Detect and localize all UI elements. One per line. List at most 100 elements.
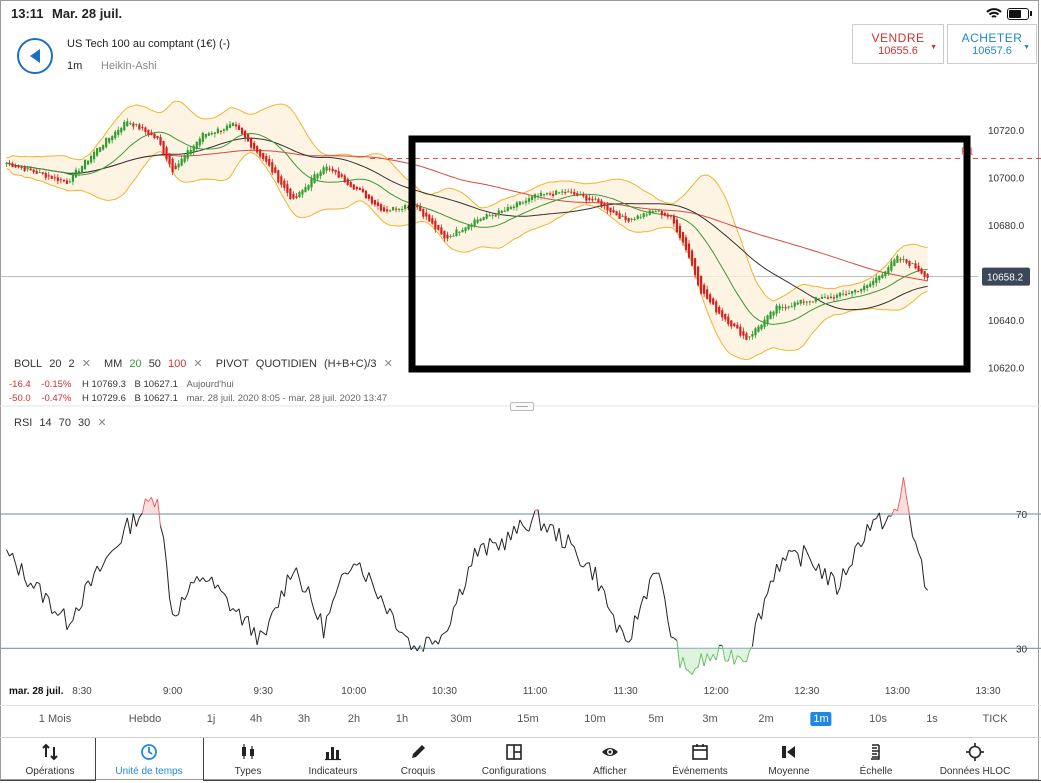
rsi-line-segment — [828, 572, 831, 585]
rsi-line-segment — [846, 568, 849, 576]
candle-body — [899, 259, 901, 260]
rsi-line-segment — [432, 641, 435, 645]
remove-pivot-icon[interactable]: ✕ — [384, 358, 393, 370]
timeframe-30m[interactable]: 30m — [447, 712, 474, 726]
candle-body — [132, 123, 134, 126]
candle-body — [141, 127, 143, 128]
candle-body — [612, 210, 614, 212]
timeframe-1m[interactable]: 1m — [810, 712, 831, 726]
candle-body — [782, 307, 784, 308]
toolbar-pencil-button[interactable]: Croquis — [370, 738, 466, 782]
toolbar-eye-button[interactable]: Afficher — [562, 738, 658, 782]
timeframe-2h[interactable]: 2h — [345, 712, 363, 726]
toolbar-average-button[interactable]: Moyenne — [741, 738, 837, 782]
candle-body — [785, 307, 787, 308]
timeframe-tick[interactable]: TICK — [979, 712, 1010, 726]
candle-body — [102, 145, 104, 150]
candle-body — [818, 298, 820, 299]
toolbar-label: Opérations — [2, 766, 98, 777]
rsi-line-segment — [864, 524, 867, 541]
time-tick-label: 13:00 — [885, 686, 910, 697]
rsi-line-segment — [487, 538, 490, 555]
rsi-line-segment — [520, 520, 523, 526]
candle-body — [416, 206, 418, 207]
pivot-name: PIVOT — [216, 358, 249, 370]
toolbar-candles-button[interactable]: Types — [200, 738, 296, 782]
remove-mm-icon[interactable]: ✕ — [193, 358, 202, 370]
candle-body — [715, 301, 717, 312]
rsi-line-segment — [46, 593, 49, 597]
timeframe-4h[interactable]: 4h — [247, 712, 265, 726]
rsi-line-segment — [523, 526, 526, 530]
candle-body — [779, 306, 781, 310]
toolbar-layout-button[interactable]: Configurations — [466, 738, 562, 782]
candle-body — [742, 331, 744, 336]
rsi-line-segment — [604, 591, 607, 606]
candle-body — [159, 137, 161, 145]
timeframe-10s[interactable]: 10s — [866, 712, 890, 726]
rsi-line-segment — [429, 638, 432, 645]
candle-body — [812, 302, 814, 303]
rsi-line-segment — [357, 563, 360, 566]
candle-body — [211, 133, 213, 134]
candle-body — [359, 188, 361, 190]
time-tick-label: 12:00 — [704, 686, 729, 697]
remove-boll-icon[interactable]: ✕ — [82, 358, 91, 370]
rsi-line-segment — [490, 538, 493, 543]
timeframe-15m[interactable]: 15m — [514, 712, 541, 726]
timeframe-10m[interactable]: 10m — [581, 712, 608, 726]
candle-body — [800, 300, 802, 304]
toolbar-scale-button[interactable]: Échelle — [828, 738, 924, 782]
rsi-line-segment — [831, 572, 834, 577]
candle-body — [558, 192, 560, 193]
rsi-line-segment — [10, 553, 13, 556]
rsi-line-segment — [31, 583, 34, 588]
rsi-line-segment — [499, 538, 502, 550]
rsi-line-segment — [360, 563, 363, 575]
rsi-line-segment — [52, 611, 55, 613]
rsi-line-segment — [919, 553, 922, 560]
candle-body — [316, 174, 318, 179]
remove-rsi-icon[interactable]: ✕ — [97, 417, 106, 429]
rsi-line-segment — [43, 593, 46, 603]
toolbar-bar-chart-button[interactable]: Indicateurs — [285, 738, 381, 782]
candle-body — [628, 218, 630, 222]
candle-body — [75, 170, 77, 178]
timeframe-3h[interactable]: 3h — [295, 712, 313, 726]
candle-body — [718, 307, 720, 314]
rsi-line-segment — [795, 550, 798, 553]
range-pct: -0.47% — [41, 393, 71, 404]
rsi-line-segment — [97, 566, 100, 571]
timeframe-5m[interactable]: 5m — [645, 712, 666, 726]
timeframe-1-mois[interactable]: 1 Mois — [36, 712, 74, 726]
rsi-line-segment — [76, 608, 79, 611]
candle-body — [464, 227, 466, 231]
timeframe-2m[interactable]: 2m — [755, 712, 776, 726]
pane-resize-handle[interactable] — [510, 402, 534, 411]
rsi-line-segment — [402, 633, 405, 636]
toolbar-swap-arrows-button[interactable]: Opérations — [2, 738, 98, 782]
rsi-line-segment — [444, 631, 447, 633]
timeframe-hebdo[interactable]: Hebdo — [126, 712, 164, 726]
rsi-line-segment — [381, 596, 384, 605]
timeframe-1h[interactable]: 1h — [393, 712, 411, 726]
candle-body — [510, 207, 512, 209]
candle-body — [371, 197, 373, 204]
candle-body — [401, 209, 403, 210]
candle-body — [172, 159, 174, 173]
timeframe-1j[interactable]: 1j — [204, 712, 219, 726]
toolbar-clock-button[interactable]: Unité de temps — [101, 738, 197, 782]
candle-body — [501, 211, 503, 213]
rsi-line-segment — [607, 606, 610, 611]
timeframe-1s[interactable]: 1s — [923, 712, 941, 726]
candle-body — [609, 208, 611, 213]
toolbar-crosshair-button[interactable]: Données HLOC — [927, 738, 1023, 782]
rsi-line-segment — [755, 613, 758, 623]
candle-body — [57, 177, 59, 181]
timeframe-3m[interactable]: 3m — [699, 712, 720, 726]
toolbar-label: Moyenne — [741, 766, 837, 777]
toolbar-calendar-button[interactable]: Événements — [652, 738, 748, 782]
rsi-line-segment — [161, 526, 164, 537]
rsi-line-segment — [315, 612, 318, 620]
